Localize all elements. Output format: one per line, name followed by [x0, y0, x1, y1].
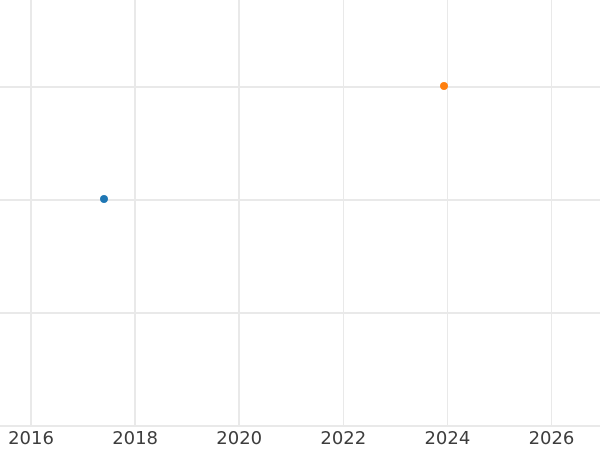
y-gridline: [0, 425, 600, 427]
x-gridline: [550, 0, 553, 426]
x-tick-label: 2016: [8, 428, 54, 449]
x-gridline: [238, 0, 240, 426]
y-gridline: [0, 199, 600, 201]
x-tick-label: 2020: [216, 428, 263, 449]
scatter-point-series-2: [440, 81, 449, 90]
x-gridline: [30, 0, 32, 426]
x-tick-label: 2024: [424, 428, 471, 449]
scatter-point-series-1: [99, 194, 108, 203]
plot-area: [0, 0, 600, 427]
x-gridline: [134, 0, 136, 426]
y-gridline: [0, 86, 600, 88]
y-gridline: [0, 312, 600, 314]
x-tick-label: 2026: [528, 428, 575, 449]
x-tick-label: 2022: [320, 428, 367, 449]
x-tick-label: 2018: [112, 428, 159, 449]
x-gridline: [446, 0, 449, 426]
x-gridline: [342, 0, 345, 426]
